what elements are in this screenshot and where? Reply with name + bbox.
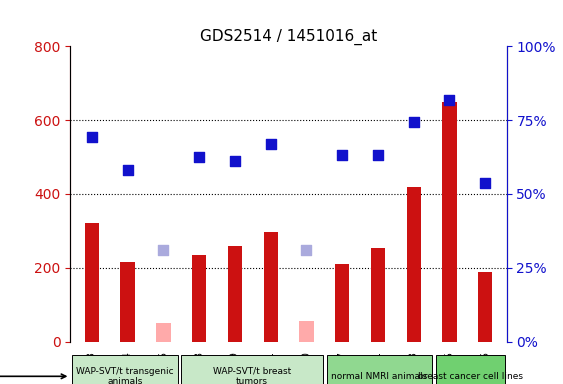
Point	[302, 247, 311, 253]
Bar	[263, 232, 278, 342]
FancyBboxPatch shape	[72, 355, 178, 384]
Point	[230, 157, 239, 164]
FancyBboxPatch shape	[436, 355, 505, 384]
Text: disease state: disease state	[0, 371, 66, 381]
Point	[195, 154, 204, 160]
Point	[445, 97, 454, 103]
Text: normal NMRI animals: normal NMRI animals	[331, 372, 427, 381]
Point	[373, 152, 382, 158]
Bar	[443, 101, 457, 342]
Title: GDS2514 / 1451016_at: GDS2514 / 1451016_at	[200, 28, 377, 45]
Text: WAP-SVT/t breast
tumors: WAP-SVT/t breast tumors	[213, 367, 291, 384]
Point	[409, 119, 418, 125]
FancyBboxPatch shape	[181, 355, 323, 384]
Point	[481, 180, 490, 186]
Bar	[406, 187, 421, 342]
Bar	[300, 321, 314, 342]
Bar	[335, 264, 349, 342]
Text: WAP-SVT/t transgenic
animals: WAP-SVT/t transgenic animals	[76, 367, 174, 384]
Bar	[228, 247, 242, 342]
Bar	[120, 262, 135, 342]
Bar	[478, 271, 493, 342]
Point	[338, 152, 347, 158]
Point	[87, 134, 96, 140]
FancyBboxPatch shape	[327, 355, 432, 384]
Point	[266, 141, 275, 147]
Bar	[192, 255, 206, 342]
Bar	[371, 248, 385, 342]
Bar	[156, 323, 171, 342]
Text: breast cancer cell lines: breast cancer cell lines	[418, 372, 523, 381]
Point	[123, 167, 132, 173]
Point	[159, 247, 168, 253]
Bar	[84, 223, 99, 342]
